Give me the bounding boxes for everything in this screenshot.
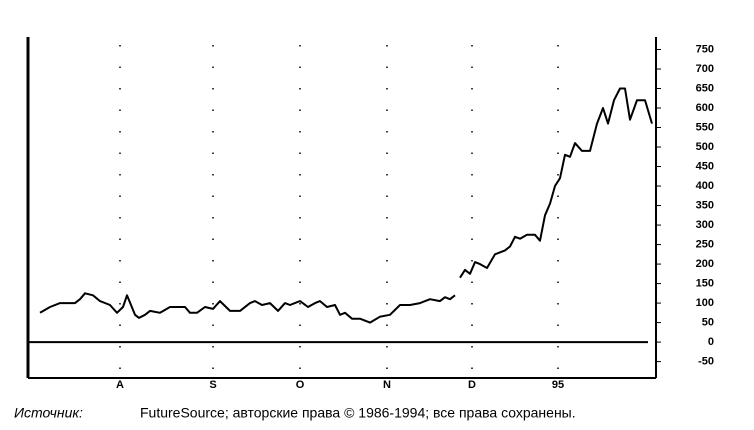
y-tick-label: 650 [696,82,714,94]
y-tick-label: 550 [696,121,714,133]
price-line [39,87,653,324]
y-tick-label: -50 [698,356,714,368]
x-tick-label: A [116,379,124,391]
y-tick-label: 700 [696,63,714,75]
y-tick-label: 250 [696,238,714,250]
x-tick-label: O [296,379,305,391]
source-label: Источник: [14,405,83,421]
x-tick-label: N [383,379,391,391]
y-tick-label: 100 [696,297,714,309]
y-tick-label: 750 [696,43,714,55]
x-tick-label: 95 [552,379,564,391]
y-tick-label: 450 [696,160,714,172]
y-tick-label: 200 [696,258,714,270]
y-tick-label: 600 [696,102,714,114]
x-tick-label: S [209,379,216,391]
y-tick-label: 300 [696,219,714,231]
y-tick-label: 350 [696,199,714,211]
y-tick-label: 150 [696,277,714,289]
source-text: FutureSource; авторские права © 1986-199… [140,405,576,421]
x-tick-label: D [468,379,476,391]
y-tick-label: 400 [696,180,714,192]
y-tick-label: 500 [696,141,714,153]
y-tick-label: 0 [708,336,714,348]
y-tick-label: 50 [702,317,714,329]
